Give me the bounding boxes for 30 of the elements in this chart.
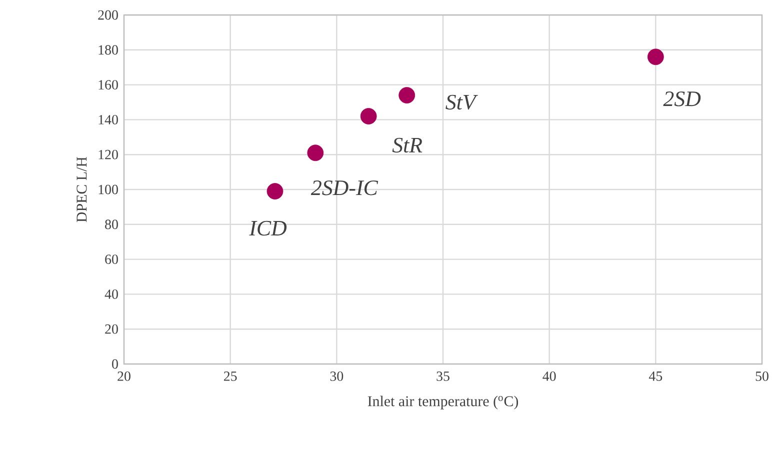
y-tick-label: 100 (98, 184, 118, 194)
y-axis-title: DPEC L/H (76, 156, 87, 222)
point (307, 144, 324, 162)
annotation: StV (446, 94, 478, 110)
y-tick-label: 40 (104, 289, 118, 299)
x-tick-label: 20 (118, 372, 130, 381)
y-tick-label: 120 (98, 150, 118, 160)
y-tick-label: 200 (98, 10, 118, 20)
y-tick-label: 160 (98, 80, 118, 90)
x-tick-label: 40 (542, 372, 556, 381)
y-tick-label: 180 (98, 45, 118, 55)
y-tick-label: 80 (105, 220, 118, 230)
x-tick-label: 30 (330, 372, 344, 381)
point (266, 183, 284, 200)
point (360, 108, 377, 124)
x-tick-label: 25 (224, 372, 237, 381)
x-axis-title: Inlet air temperature ($^{o}$C) (368, 396, 518, 410)
x-tick-label: 45 (648, 372, 662, 381)
annotation: 2SD (663, 92, 701, 106)
y-tick-label: 140 (98, 114, 118, 124)
point (647, 48, 664, 66)
y-tick-label: 0 (112, 359, 118, 369)
y-tick-label: 60 (105, 254, 118, 264)
annotation: ICD (249, 220, 287, 236)
point (398, 87, 416, 104)
annotation: StR (392, 138, 422, 153)
x-tick-label: 35 (436, 372, 450, 381)
y-tick-label: 20 (105, 324, 118, 334)
x-tick-label: 50 (756, 372, 768, 381)
annotation: 2SD-IC (310, 180, 378, 196)
